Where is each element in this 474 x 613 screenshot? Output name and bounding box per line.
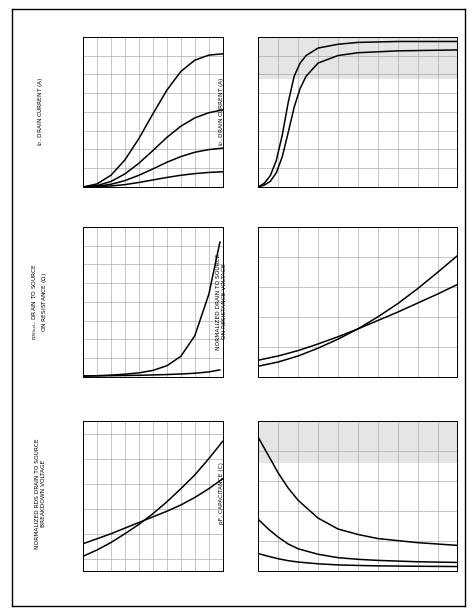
Bar: [258, 37, 457, 79]
Text: I$_D$, DRAIN CURRENT (A): I$_D$, DRAIN CURRENT (A): [36, 77, 45, 147]
Text: pF, CAPACITANCE (C): pF, CAPACITANCE (C): [219, 462, 224, 525]
Text: NORMALIZED DRAIN TO SOURCE
ON RESISTANCE VOLTAGE: NORMALIZED DRAIN TO SOURCE ON RESISTANCE…: [217, 253, 227, 350]
Bar: [258, 421, 457, 463]
Text: I$_D$, DRAIN CURRENT (A): I$_D$, DRAIN CURRENT (A): [218, 77, 226, 147]
Text: NORMALIZED RDS DRAIN TO SOURCE
BREAKDOWN VOLTAGE: NORMALIZED RDS DRAIN TO SOURCE BREAKDOWN…: [35, 438, 46, 549]
Text: r$_{DS(on)}$, DRAIN TO SOURCE
ON RESISTANCE ($\Omega$): r$_{DS(on)}$, DRAIN TO SOURCE ON RESISTA…: [31, 263, 49, 340]
